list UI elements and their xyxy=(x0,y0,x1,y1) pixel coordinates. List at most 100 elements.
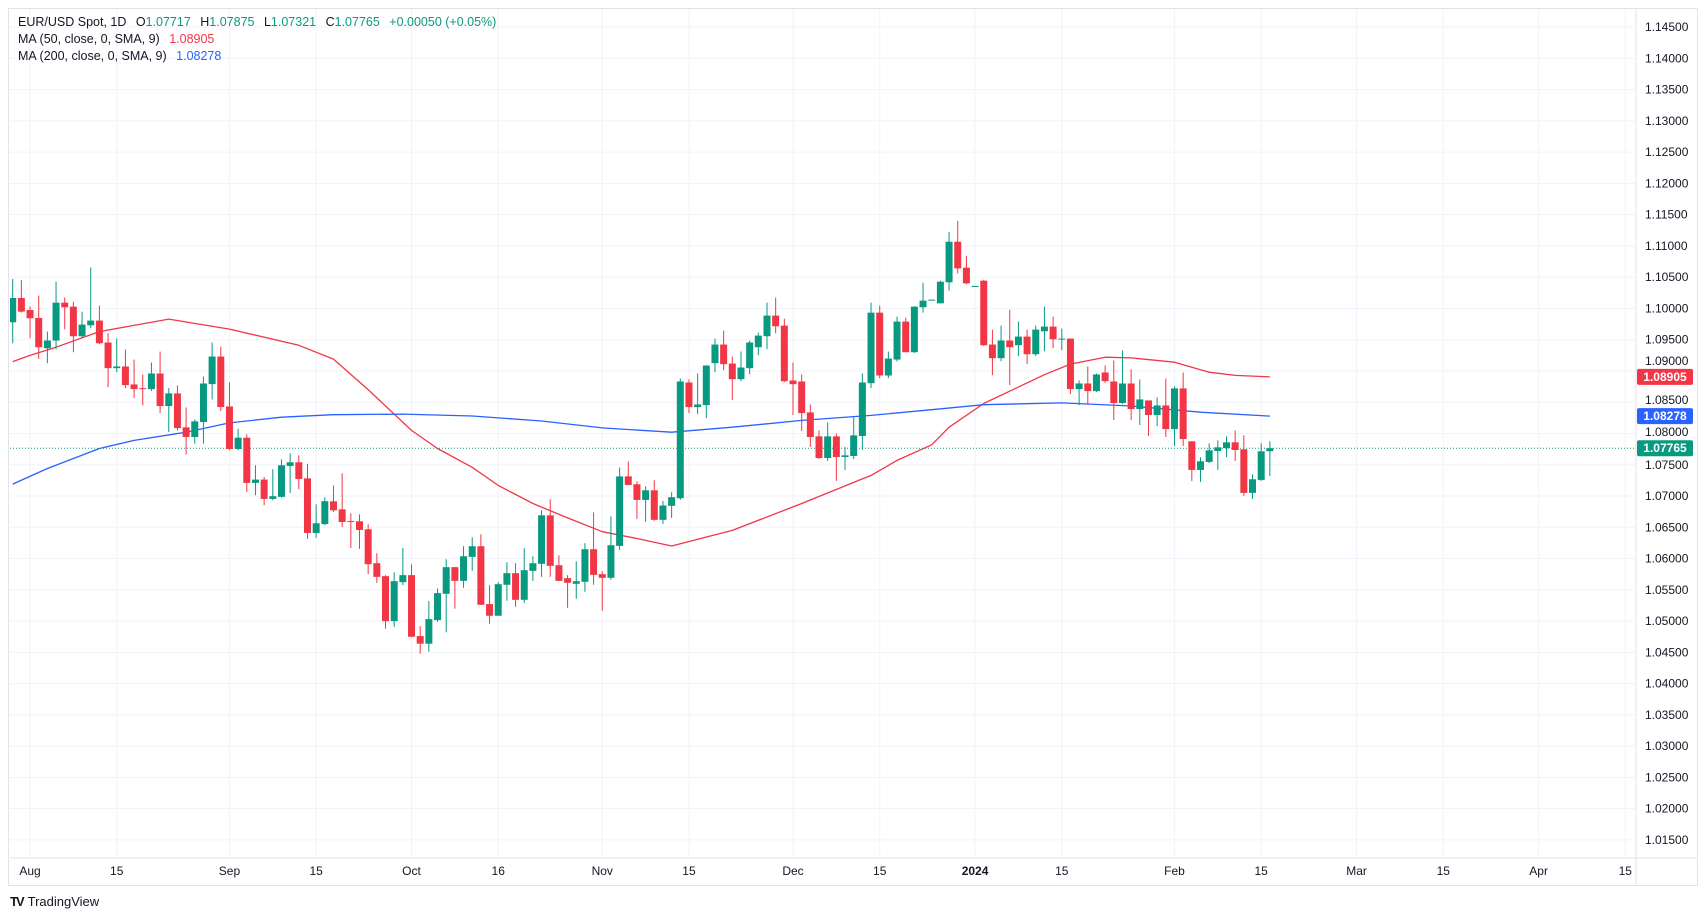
candle-down[interactable] xyxy=(104,333,112,388)
candle-down[interactable] xyxy=(1127,369,1135,421)
ma200-legend-row[interactable]: MA (200, close, 0, SMA, 9) 1.08278 xyxy=(18,48,496,65)
candle-up[interactable] xyxy=(694,373,702,415)
candle-up[interactable] xyxy=(841,447,849,470)
candle-up[interactable] xyxy=(572,561,580,599)
candle-up[interactable] xyxy=(711,338,719,373)
candle-up[interactable] xyxy=(858,373,866,451)
candle-up[interactable] xyxy=(607,516,615,580)
candle-up[interactable] xyxy=(468,537,476,571)
candle-down[interactable] xyxy=(451,567,459,609)
candle-up[interactable] xyxy=(434,588,442,622)
candle-up[interactable] xyxy=(1214,440,1222,470)
candle-up[interactable] xyxy=(1223,436,1230,457)
candle-up[interactable] xyxy=(1040,306,1048,352)
candle-down[interactable] xyxy=(832,433,840,481)
candle-down[interactable] xyxy=(1231,430,1239,461)
candle-down[interactable] xyxy=(1179,372,1187,447)
candle-down[interactable] xyxy=(1049,316,1057,349)
candle-up[interactable] xyxy=(971,285,979,287)
candle-down[interactable] xyxy=(728,356,736,401)
candle-down[interactable] xyxy=(780,318,788,383)
candle-up[interactable] xyxy=(113,338,121,373)
candle-up[interactable] xyxy=(208,342,216,400)
candle-up[interactable] xyxy=(1014,321,1022,357)
candle-down[interactable] xyxy=(139,374,147,406)
candle-down[interactable] xyxy=(303,463,311,539)
ma50-legend-row[interactable]: MA (50, close, 0, SMA, 9) 1.08905 xyxy=(18,31,496,48)
candle-down[interactable] xyxy=(364,524,372,575)
candle-down[interactable] xyxy=(633,481,641,519)
candle-down[interactable] xyxy=(69,301,77,353)
candle-up[interactable] xyxy=(52,281,60,350)
candle-up[interactable] xyxy=(494,582,502,616)
candle-down[interactable] xyxy=(798,374,806,431)
candle-up[interactable] xyxy=(251,465,259,496)
candle-up[interactable] xyxy=(277,459,285,498)
candle-up[interactable] xyxy=(910,306,918,353)
candle-down[interactable] xyxy=(1066,338,1074,395)
candle-down[interactable] xyxy=(772,297,780,334)
candle-down[interactable] xyxy=(650,480,658,521)
candle-up[interactable] xyxy=(616,467,624,550)
candle-up[interactable] xyxy=(234,428,242,451)
candle-up[interactable] xyxy=(1075,380,1083,406)
candle-down[interactable] xyxy=(1144,400,1152,437)
candle-up[interactable] xyxy=(676,378,684,500)
candle-down[interactable] xyxy=(477,534,485,605)
candle-down[interactable] xyxy=(295,455,303,490)
candle-up[interactable] xyxy=(503,562,511,601)
candle-up[interactable] xyxy=(460,546,468,588)
candle-down[interactable] xyxy=(685,379,693,414)
candle-down[interactable] xyxy=(806,404,814,448)
candle-down[interactable] xyxy=(1006,309,1014,386)
candle-down[interactable] xyxy=(243,434,251,492)
candle-up[interactable] xyxy=(1118,350,1126,405)
candle-down[interactable] xyxy=(130,359,138,399)
candle-up[interactable] xyxy=(199,376,207,444)
candle-down[interactable] xyxy=(980,279,988,346)
candle-up[interactable] xyxy=(919,282,927,313)
candle-down[interactable] xyxy=(1240,435,1248,496)
candle-up[interactable] xyxy=(824,422,832,461)
candle-down[interactable] xyxy=(338,473,346,527)
candle-up[interactable] xyxy=(1058,328,1066,351)
candle-down[interactable] xyxy=(408,564,416,638)
candle-up[interactable] xyxy=(9,279,17,344)
candle-up[interactable] xyxy=(399,547,407,586)
candle-up[interactable] xyxy=(936,280,944,304)
candle-down[interactable] xyxy=(555,555,563,581)
candle-up[interactable] xyxy=(737,351,745,382)
time-axis[interactable]: Aug 15 Sep 15 Oct 16 Nov 15 Dec 15 2024 15 Feb 15 Mar 1… xyxy=(19,864,1632,878)
candle-up[interactable] xyxy=(867,302,875,389)
candle-down[interactable] xyxy=(95,305,103,345)
candle-up[interactable] xyxy=(1153,397,1161,427)
candle-down[interactable] xyxy=(217,346,225,412)
candle-up[interactable] xyxy=(850,416,858,460)
candle-up[interactable] xyxy=(165,388,173,432)
candle-up[interactable] xyxy=(928,299,936,301)
candle-down[interactable] xyxy=(598,571,606,611)
candle-up[interactable] xyxy=(1092,373,1100,393)
candle-down[interactable] xyxy=(962,255,970,285)
candle-up[interactable] xyxy=(884,351,892,379)
candle-up[interactable] xyxy=(147,362,155,392)
candle-up[interactable] xyxy=(529,556,537,581)
candle-down[interactable] xyxy=(182,407,190,455)
candle-up[interactable] xyxy=(702,365,710,419)
candle-up[interactable] xyxy=(1170,386,1178,447)
candle-up[interactable] xyxy=(668,492,676,518)
candle-up[interactable] xyxy=(286,453,294,493)
candle-up[interactable] xyxy=(442,559,450,633)
candle-up[interactable] xyxy=(520,548,528,603)
candle-down[interactable] xyxy=(35,295,43,359)
candle-up[interactable] xyxy=(893,316,901,362)
candle-up[interactable] xyxy=(191,419,199,444)
candle-down[interactable] xyxy=(382,575,390,629)
symbol-legend-row[interactable]: EUR/USD Spot, 1D O1.07717 H1.07875 L1.07… xyxy=(18,14,496,31)
candle-up[interactable] xyxy=(746,340,754,375)
price-axis[interactable]: 1.14500 1.14000 1.13500 1.13000 1.12500 1.120… xyxy=(1645,20,1689,847)
candle-down[interactable] xyxy=(988,329,996,376)
candle-down[interactable] xyxy=(1101,365,1109,384)
candle-up[interactable] xyxy=(538,510,546,577)
candle-down[interactable] xyxy=(789,362,797,416)
